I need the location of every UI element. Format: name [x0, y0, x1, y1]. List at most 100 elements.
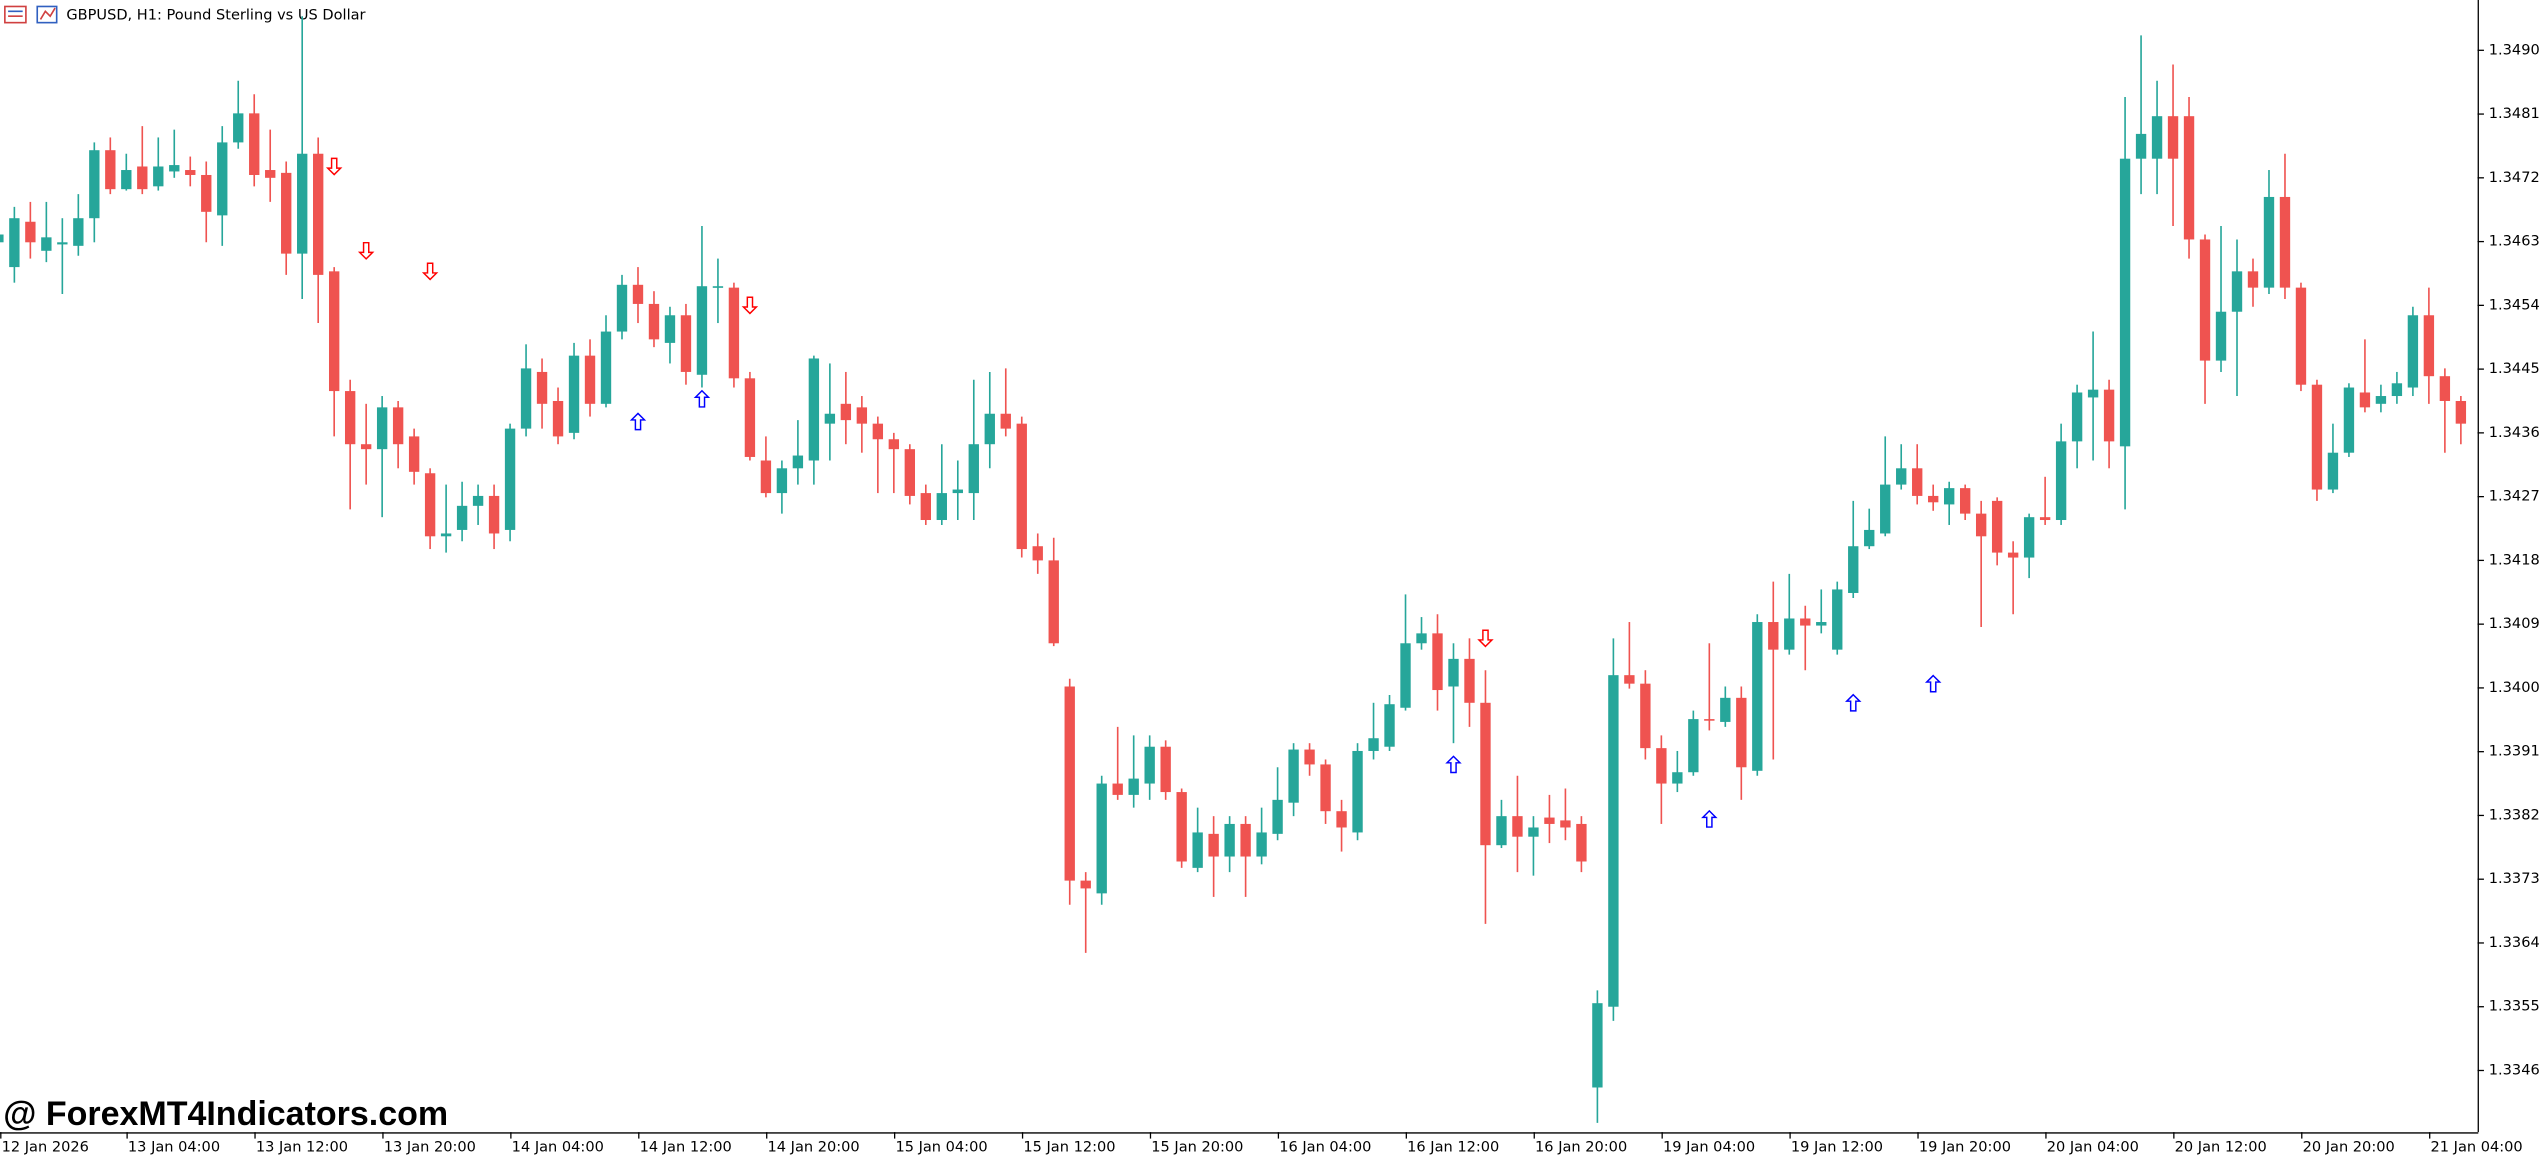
candle-body: [856, 407, 868, 424]
candle-body: [1352, 750, 1363, 833]
candle-body: [41, 237, 52, 251]
candle-body: [2295, 287, 2307, 385]
sell-arrow: [421, 262, 439, 281]
plot-area: [0, 16, 2467, 1123]
candle-body: [169, 165, 180, 172]
candle-body: [1112, 783, 1123, 795]
candle-body: [2135, 133, 2147, 159]
candle-body: [600, 331, 612, 404]
candle-body: [1080, 880, 1091, 889]
candle-body: [888, 439, 900, 450]
symbol-icons: [4, 5, 58, 24]
x-tick-label: 14 Jan 12:00: [640, 1138, 732, 1155]
candle-body: [824, 413, 836, 424]
candle-body: [360, 444, 372, 450]
candle-body: [472, 495, 484, 506]
candle-body: [984, 413, 995, 445]
candle-body: [1880, 484, 1891, 534]
y-tick-label: 1.33550: [2489, 998, 2539, 1015]
candle-body: [2199, 239, 2211, 361]
candle-body: [1560, 820, 1571, 828]
y-tick-label: 1.33910: [2489, 743, 2539, 760]
candle-body: [2103, 389, 2115, 442]
candle-body: [1800, 618, 1811, 626]
x-tick-label: 20 Jan 12:00: [2175, 1138, 2267, 1155]
x-tick-label: 14 Jan 20:00: [768, 1138, 860, 1155]
candle-body: [344, 391, 356, 445]
candle-body: [744, 378, 756, 457]
candle-body: [1416, 633, 1427, 644]
candle-body: [201, 174, 212, 212]
candle-body: [1592, 1003, 1603, 1088]
candle-body: [2263, 196, 2275, 288]
candle-body: [297, 153, 308, 254]
candle-body: [1784, 618, 1795, 650]
x-tick-label: 13 Jan 12:00: [256, 1138, 348, 1155]
candle-body: [552, 400, 564, 437]
candle-body: [760, 460, 772, 494]
candle-body: [1368, 738, 1379, 751]
candle-body: [1975, 513, 1987, 537]
x-tick-label: 20 Jan 20:00: [2303, 1138, 2395, 1155]
candle-body: [968, 444, 979, 494]
x-tick-label: 16 Jan 12:00: [1407, 1138, 1499, 1155]
y-tick-label: 1.33460: [2489, 1061, 2539, 1078]
candle-body: [2087, 389, 2099, 398]
buy-arrow: [1701, 809, 1718, 828]
candle-body: [1528, 827, 1539, 837]
candle-body: [936, 493, 947, 521]
y-tick-label: 1.33820: [2489, 806, 2539, 823]
candle-body: [632, 284, 644, 304]
candle-body: [1672, 772, 1683, 784]
candle-body: [1336, 811, 1347, 828]
x-tick-label: 13 Jan 20:00: [384, 1138, 476, 1155]
candle-body: [1928, 495, 1939, 503]
candle-body: [2247, 271, 2259, 288]
candle-body: [1688, 719, 1699, 773]
candle-body: [1224, 823, 1235, 857]
candle-body: [1848, 546, 1859, 593]
candle-body: [185, 170, 196, 175]
candle-body: [2375, 396, 2387, 404]
candle-body: [1320, 764, 1331, 812]
y-tick-label: 1.34090: [2489, 615, 2539, 632]
candle-body: [265, 170, 276, 178]
candle-body: [2311, 384, 2323, 490]
y-tick-label: 1.34000: [2489, 679, 2539, 696]
candle-body: [2407, 315, 2419, 388]
x-tick-label: 20 Jan 04:00: [2047, 1138, 2139, 1155]
candle-body: [328, 271, 340, 392]
candle-body: [488, 495, 500, 534]
candle-body: [2071, 392, 2083, 442]
candle-body: [1400, 643, 1411, 708]
candle-body: [1240, 823, 1251, 857]
candle-body: [2343, 387, 2355, 453]
candle-body: [1832, 589, 1843, 650]
buy-arrow: [629, 412, 647, 431]
candle-body: [1656, 748, 1667, 784]
candle-body: [424, 473, 436, 537]
candle-body: [392, 407, 404, 445]
y-tick-label: 1.34450: [2489, 360, 2539, 377]
candle-body: [2151, 116, 2163, 159]
candle-body: [9, 218, 20, 268]
candle-body: [2439, 376, 2451, 401]
candle-body: [568, 355, 580, 433]
candle-body: [1768, 622, 1779, 650]
candle-body: [1256, 832, 1267, 857]
candle-body: [2183, 116, 2195, 240]
candle-body: [73, 218, 84, 246]
candle-body: [872, 423, 884, 440]
candle-body: [25, 221, 36, 243]
candle-body: [520, 368, 532, 429]
candle-body: [1432, 633, 1443, 691]
y-tick-label: 1.34180: [2489, 551, 2539, 568]
candle-body: [728, 287, 740, 379]
buy-arrow: [1845, 693, 1862, 712]
candle-body: [648, 303, 660, 340]
y-tick-label: 1.34630: [2489, 233, 2539, 250]
candle-body: [408, 436, 420, 472]
candle-body: [2359, 392, 2371, 408]
candle-body: [1944, 488, 1955, 505]
